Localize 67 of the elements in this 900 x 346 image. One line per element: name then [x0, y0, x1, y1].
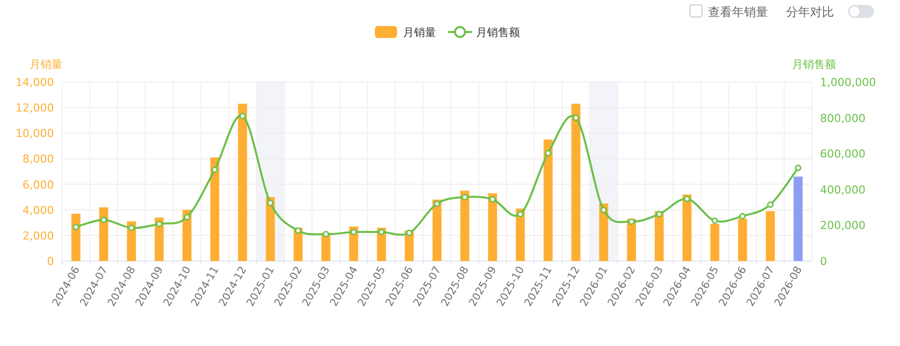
bar [738, 218, 748, 261]
point [128, 224, 135, 232]
bar [460, 190, 470, 261]
bar [154, 218, 164, 261]
y2-axis-title: 月销售额 [792, 58, 836, 71]
point [767, 201, 774, 208]
point [739, 212, 746, 220]
point [212, 166, 218, 173]
bar [544, 140, 553, 261]
text: 分年对比 [786, 5, 834, 19]
point [794, 164, 802, 172]
y-tick-label: 0 [47, 255, 54, 268]
bar [488, 193, 498, 261]
y-tick-label: 14,000 [16, 76, 54, 89]
point [72, 224, 80, 230]
bar [626, 218, 636, 261]
bar [516, 208, 525, 261]
y-tick-label: 8,000 [22, 152, 54, 166]
point [100, 216, 107, 224]
y2-tick-label: 400,000 [820, 183, 866, 196]
y2-tick-label: 0 [820, 255, 827, 268]
bar [71, 214, 80, 261]
bar [99, 207, 108, 261]
bar [710, 224, 720, 261]
y2-tick-label: 1,000,000 [820, 76, 876, 89]
point [544, 150, 552, 156]
point [434, 200, 440, 207]
y-tick-label: 4,000 [22, 204, 54, 217]
y-tick-label: 12,000 [16, 102, 54, 115]
y-tick-label: 6,000 [22, 178, 54, 192]
bar [766, 211, 775, 261]
point [350, 228, 357, 236]
y2-tick-label: 800,000 [820, 112, 866, 125]
bar [682, 194, 692, 261]
point [572, 114, 580, 122]
point [656, 210, 662, 218]
point [322, 230, 330, 238]
y2-tick-label: 600,000 [820, 148, 866, 161]
point [600, 206, 607, 214]
text: 查看年销量 [708, 5, 768, 19]
y-axis-title: 月销量 [30, 58, 62, 71]
point [239, 112, 246, 120]
y-tick-label: 2,000 [22, 229, 54, 242]
point [684, 196, 690, 202]
legend-label: 月销量 [403, 26, 436, 39]
legend-label: 月销售额 [476, 26, 520, 39]
bar [432, 200, 442, 261]
point [156, 220, 162, 228]
bar [794, 176, 803, 261]
y2-tick-label: 200,000 [820, 219, 866, 232]
bar [238, 104, 248, 261]
point [489, 196, 496, 202]
point [294, 227, 302, 234]
bar [571, 104, 580, 261]
point [517, 210, 524, 218]
y-tick-label: 10,000 [16, 127, 54, 140]
point [267, 200, 274, 206]
point [406, 230, 412, 236]
bar [210, 157, 220, 261]
point [378, 228, 385, 236]
bar [266, 197, 275, 261]
bar [654, 211, 664, 261]
point [628, 218, 635, 225]
bar [182, 210, 192, 261]
point [712, 217, 718, 224]
point [462, 194, 468, 200]
point [184, 214, 190, 220]
